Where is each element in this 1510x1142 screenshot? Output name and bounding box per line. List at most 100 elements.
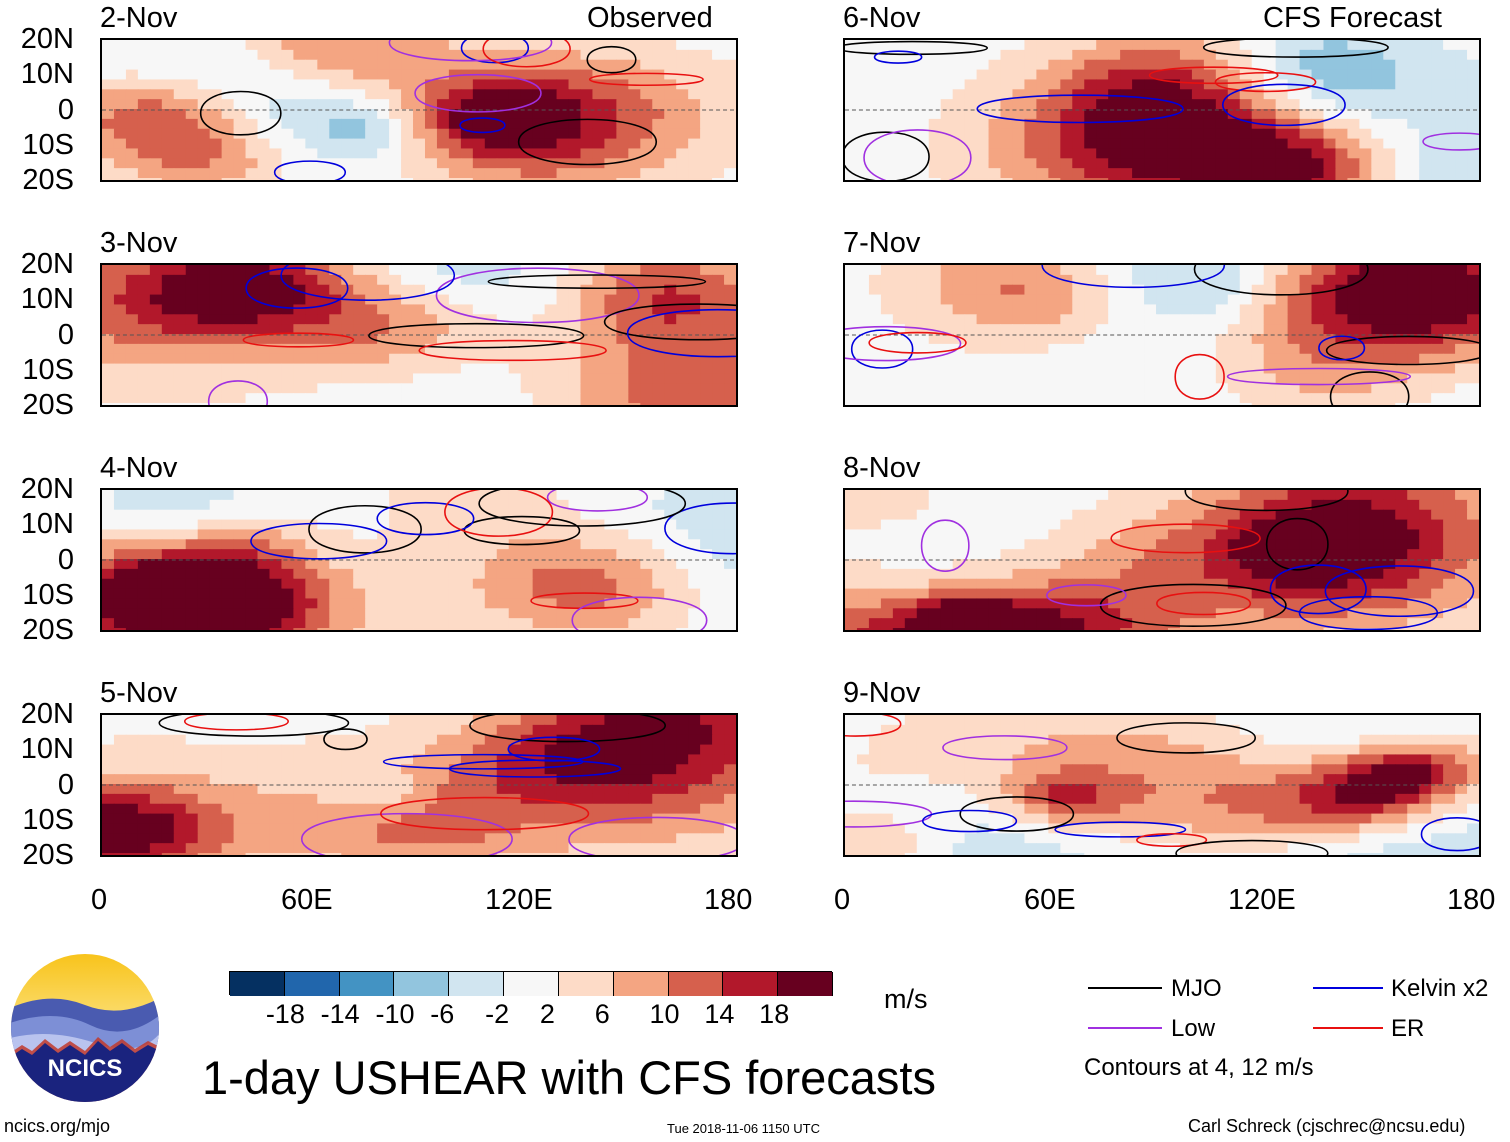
heatmap-cell bbox=[413, 314, 426, 325]
heatmap-cell bbox=[329, 334, 342, 345]
heatmap-cell bbox=[1179, 178, 1193, 180]
heatmap-cell bbox=[1096, 168, 1109, 179]
heatmap-cell bbox=[1431, 294, 1444, 305]
heatmap-cell bbox=[520, 314, 534, 325]
heatmap-cell bbox=[149, 793, 163, 805]
heatmap-cell bbox=[460, 49, 474, 61]
heatmap-cell bbox=[365, 393, 378, 404]
heatmap-cell bbox=[137, 363, 151, 374]
heatmap-cell bbox=[580, 383, 593, 394]
heatmap-cell bbox=[544, 813, 558, 824]
heatmap-cell bbox=[1263, 89, 1277, 100]
heatmap-cell bbox=[185, 803, 199, 815]
heatmap-cell bbox=[1431, 128, 1444, 140]
heatmap-cell bbox=[233, 774, 247, 785]
heatmap-cell bbox=[353, 69, 366, 80]
heatmap-cell bbox=[1431, 69, 1444, 80]
heatmap-cell bbox=[113, 813, 127, 824]
heatmap-cell bbox=[700, 284, 713, 296]
heatmap-cell bbox=[640, 284, 653, 296]
heatmap-cell bbox=[233, 754, 247, 765]
heatmap-cell bbox=[988, 324, 1002, 335]
heatmap-cell bbox=[628, 628, 641, 630]
heatmap-cell bbox=[185, 833, 199, 844]
heatmap-cell bbox=[532, 784, 546, 795]
heatmap-cell bbox=[401, 784, 414, 795]
heatmap-cell bbox=[928, 49, 942, 61]
heatmap-cell bbox=[1347, 158, 1360, 169]
heatmap-cell bbox=[592, 754, 605, 765]
heatmap-cell bbox=[317, 274, 330, 286]
heatmap-cell bbox=[197, 549, 211, 560]
heatmap-cell bbox=[1383, 118, 1396, 130]
heatmap-cell bbox=[652, 138, 665, 149]
heatmap-cell bbox=[724, 598, 736, 609]
heatmap-cell bbox=[1443, 324, 1456, 335]
heatmap-cell bbox=[1000, 324, 1013, 335]
heatmap-cell bbox=[233, 314, 247, 325]
heatmap-cell bbox=[700, 833, 713, 844]
heatmap-cell bbox=[245, 168, 259, 179]
heatmap-cell bbox=[904, 403, 918, 405]
heatmap-cell bbox=[125, 274, 139, 286]
heatmap-cell bbox=[197, 754, 211, 765]
heatmap-cell bbox=[1084, 393, 1097, 404]
contour-line bbox=[207, 380, 269, 405]
heatmap-cell bbox=[652, 353, 665, 365]
heatmap-cell bbox=[1167, 499, 1181, 511]
heatmap-cell bbox=[724, 744, 736, 755]
heatmap-cell bbox=[341, 314, 354, 325]
heatmap-cell bbox=[1323, 138, 1336, 149]
heatmap-cell bbox=[293, 373, 306, 384]
heatmap-cell bbox=[1191, 158, 1205, 169]
heatmap-cell bbox=[1467, 373, 1479, 384]
heatmap-cell bbox=[329, 803, 342, 815]
heatmap-cell bbox=[1000, 265, 1013, 276]
heatmap-cell bbox=[628, 715, 641, 726]
heatmap-cell bbox=[1395, 59, 1408, 71]
heatmap-cell bbox=[1144, 499, 1157, 511]
heatmap-cell bbox=[676, 499, 689, 511]
heatmap-cell bbox=[592, 568, 605, 580]
heatmap-cell bbox=[628, 754, 641, 765]
heatmap-cell bbox=[1012, 138, 1025, 149]
heatmap-cell bbox=[413, 334, 426, 345]
heatmap-cell bbox=[281, 529, 294, 540]
heatmap-cell bbox=[856, 59, 870, 71]
heatmap-cell bbox=[1251, 304, 1265, 315]
heatmap-cell bbox=[1383, 274, 1396, 286]
heatmap-cell bbox=[868, 158, 882, 169]
heatmap-cell bbox=[712, 128, 725, 140]
heatmap-cell bbox=[688, 568, 701, 580]
heatmap-cell bbox=[964, 499, 978, 511]
heatmap-cell bbox=[556, 324, 570, 335]
heatmap-cell bbox=[1215, 393, 1229, 404]
heatmap-cell bbox=[424, 79, 438, 90]
heatmap-cell bbox=[964, 383, 978, 394]
heatmap-cell bbox=[904, 314, 918, 325]
heatmap-cell bbox=[532, 578, 546, 590]
heatmap-cell bbox=[305, 578, 318, 590]
heatmap-cell bbox=[365, 529, 378, 540]
heatmap-cell bbox=[952, 40, 966, 51]
heatmap-cell bbox=[484, 724, 498, 736]
heatmap-cell bbox=[341, 109, 354, 120]
heatmap-cell bbox=[1215, 373, 1229, 384]
heatmap-cell bbox=[365, 403, 378, 405]
heatmap-cell bbox=[185, 539, 199, 550]
heatmap-cell bbox=[377, 724, 390, 736]
heatmap-cell bbox=[102, 314, 115, 325]
heatmap-cell bbox=[520, 40, 534, 51]
heatmap-cell bbox=[568, 499, 581, 511]
heatmap-cell bbox=[868, 40, 882, 51]
heatmap-cell bbox=[221, 178, 235, 180]
heatmap-cell bbox=[688, 715, 701, 726]
heatmap-cell bbox=[293, 803, 306, 815]
heatmap-cell bbox=[532, 178, 546, 180]
heatmap-cell bbox=[448, 49, 462, 61]
heatmap-cell bbox=[472, 628, 486, 630]
heatmap-cell bbox=[341, 568, 354, 580]
heatmap-cell bbox=[389, 823, 402, 834]
heatmap-cell bbox=[544, 59, 558, 71]
heatmap-cell bbox=[664, 568, 677, 580]
